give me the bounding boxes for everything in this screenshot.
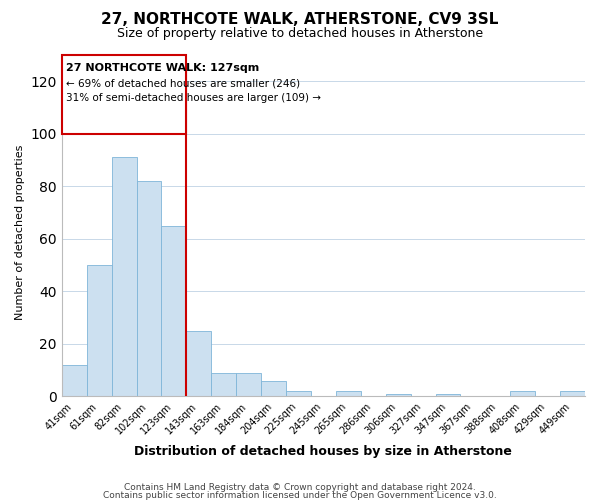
Bar: [137, 181, 161, 396]
Bar: [386, 394, 410, 396]
Text: Size of property relative to detached houses in Atherstone: Size of property relative to detached ho…: [117, 28, 483, 40]
Bar: [62, 365, 87, 396]
Text: ← 69% of detached houses are smaller (246): ← 69% of detached houses are smaller (24…: [65, 78, 299, 88]
Text: 31% of semi-detached houses are larger (109) →: 31% of semi-detached houses are larger (…: [65, 93, 320, 103]
Bar: [286, 391, 311, 396]
Text: 27 NORTHCOTE WALK: 127sqm: 27 NORTHCOTE WALK: 127sqm: [65, 62, 259, 72]
Bar: [187, 330, 211, 396]
Y-axis label: Number of detached properties: Number of detached properties: [15, 144, 25, 320]
Bar: [161, 226, 187, 396]
Bar: [87, 265, 112, 396]
X-axis label: Distribution of detached houses by size in Atherstone: Distribution of detached houses by size …: [134, 444, 512, 458]
Bar: [261, 380, 286, 396]
Bar: [560, 391, 585, 396]
Text: Contains public sector information licensed under the Open Government Licence v3: Contains public sector information licen…: [103, 490, 497, 500]
FancyBboxPatch shape: [62, 55, 187, 134]
Bar: [236, 372, 261, 396]
Bar: [436, 394, 460, 396]
Bar: [336, 391, 361, 396]
Text: Contains HM Land Registry data © Crown copyright and database right 2024.: Contains HM Land Registry data © Crown c…: [124, 484, 476, 492]
Bar: [510, 391, 535, 396]
Bar: [211, 372, 236, 396]
Bar: [112, 157, 137, 396]
Text: 27, NORTHCOTE WALK, ATHERSTONE, CV9 3SL: 27, NORTHCOTE WALK, ATHERSTONE, CV9 3SL: [101, 12, 499, 28]
